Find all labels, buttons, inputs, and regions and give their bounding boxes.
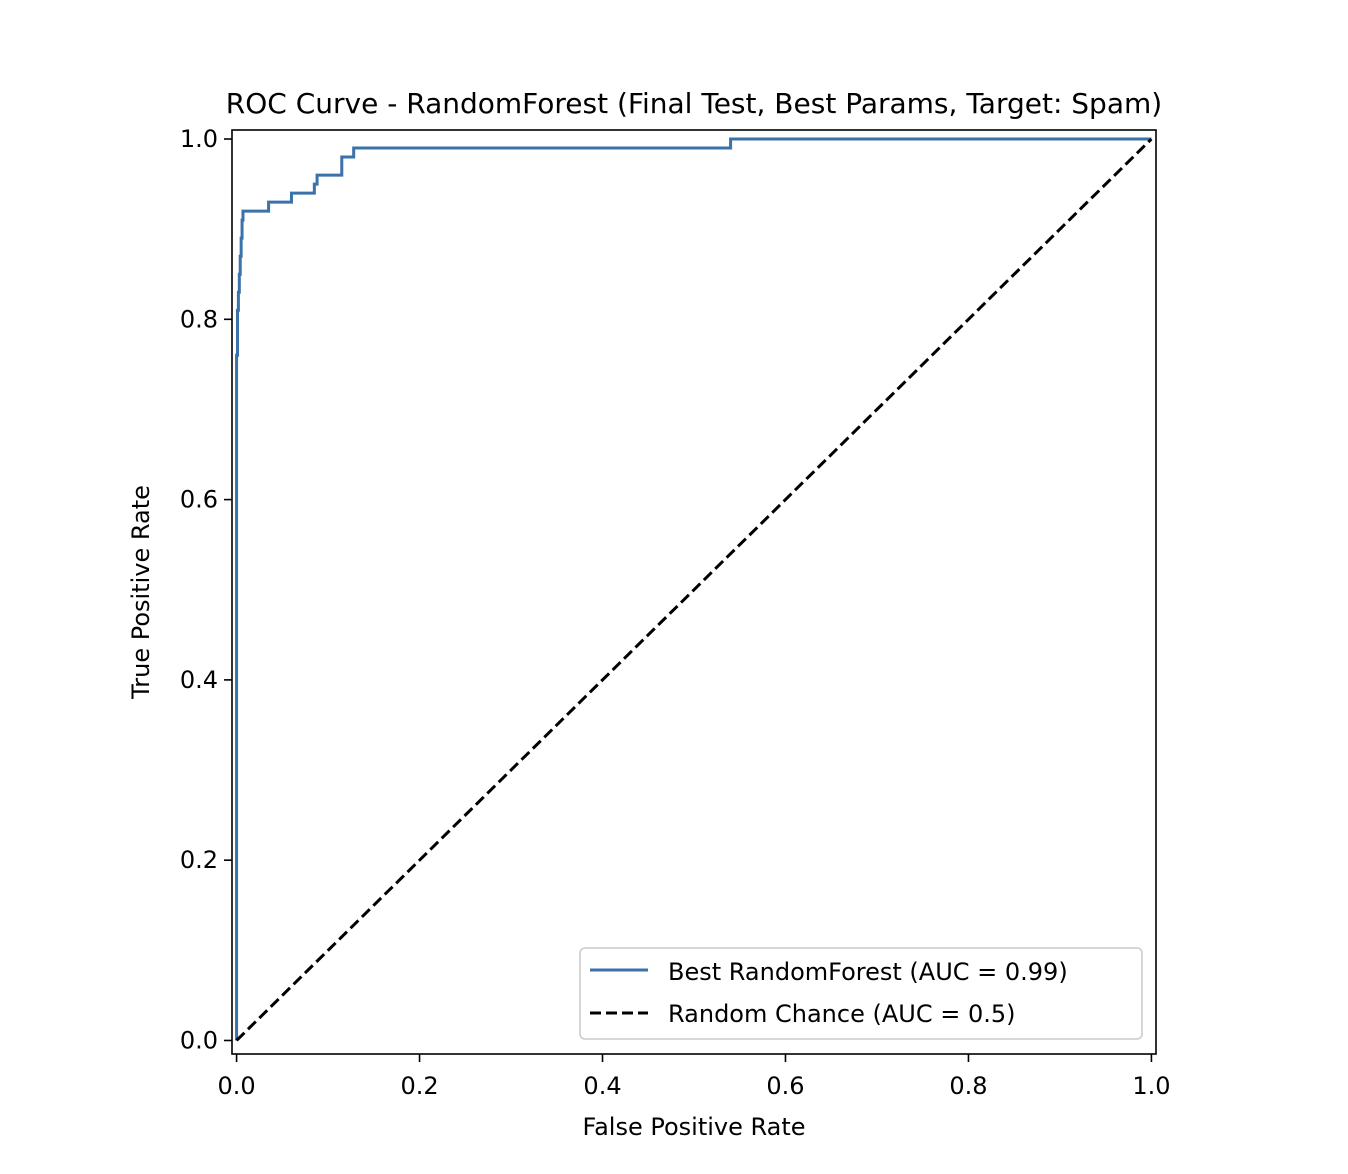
y-tick-label: 0.4 xyxy=(180,666,218,694)
x-tick-label: 0.6 xyxy=(766,1072,804,1100)
x-tick-label: 0.0 xyxy=(217,1072,255,1100)
x-axis-ticks: 0.0 0.2 0.4 0.6 0.8 1.0 xyxy=(217,1054,1171,1100)
y-axis-label: True Positive Rate xyxy=(127,485,155,700)
random-chance-line xyxy=(235,137,1153,1042)
roc-curve-randomforest xyxy=(235,137,1152,1041)
chart-title: ROC Curve - RandomForest (Final Test, Be… xyxy=(226,87,1162,120)
x-tick-label: 0.2 xyxy=(400,1072,438,1100)
y-axis-ticks: 0.0 0.2 0.4 0.6 0.8 1.0 xyxy=(180,125,232,1054)
plot-area xyxy=(235,137,1153,1042)
legend-box xyxy=(579,947,1143,1040)
x-tick-label: 0.8 xyxy=(949,1072,987,1100)
y-tick-label: 0.0 xyxy=(180,1026,218,1054)
x-axis-label: False Positive Rate xyxy=(582,1113,805,1141)
legend: Best RandomForest (AUC = 0.99) Random Ch… xyxy=(579,947,1143,1040)
plot-frame xyxy=(231,129,1157,1055)
y-tick-label: 0.2 xyxy=(180,846,218,874)
y-tick-label: 0.6 xyxy=(180,486,218,514)
x-tick-label: 1.0 xyxy=(1132,1072,1170,1100)
y-tick-label: 1.0 xyxy=(180,125,218,153)
legend-label-random: Random Chance (AUC = 0.5) xyxy=(668,1000,1015,1028)
y-tick-label: 0.8 xyxy=(180,305,218,333)
x-tick-label: 0.4 xyxy=(583,1072,621,1100)
legend-label-rf: Best RandomForest (AUC = 0.99) xyxy=(668,958,1068,986)
